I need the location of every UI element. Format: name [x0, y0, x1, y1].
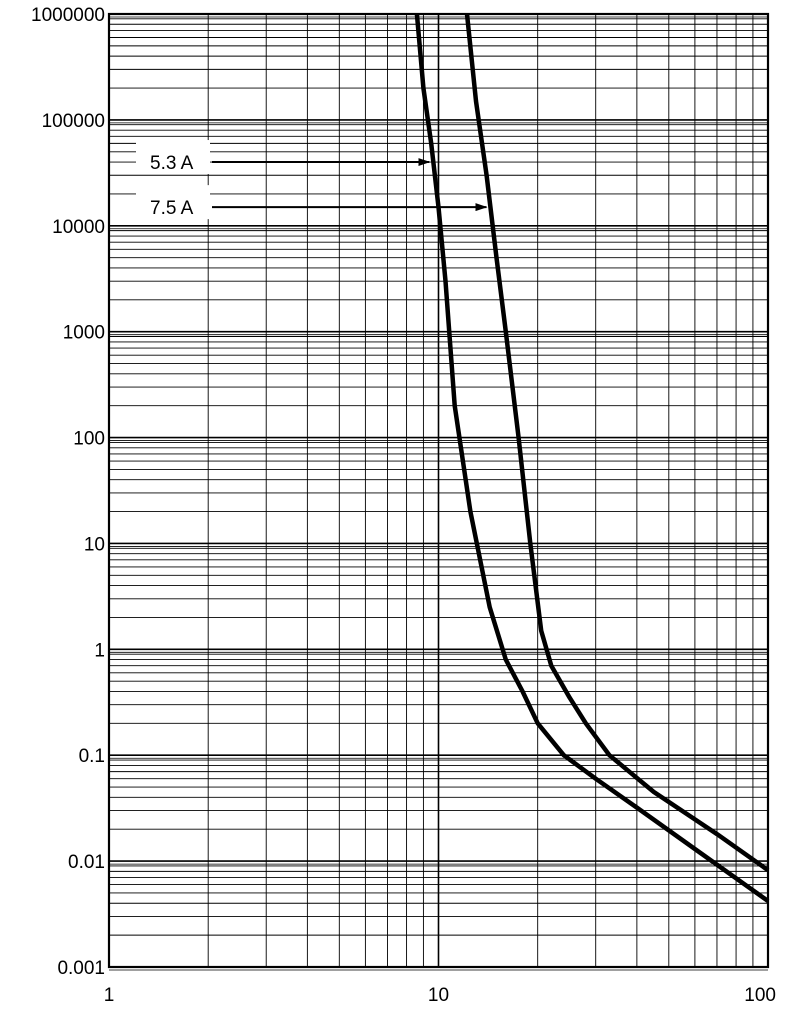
y-tick-label: 0.001: [57, 958, 105, 979]
y-tick-label: 0.1: [79, 746, 105, 767]
y-tick-label: 1: [94, 640, 105, 661]
x-tick-label: 1: [104, 985, 115, 1006]
plot-border: [107, 12, 770, 969]
y-tick-label: 1000: [63, 323, 105, 344]
callout-label: 5.3 A: [150, 153, 194, 174]
callout-annotations: 5.3 A 7.5 A: [136, 140, 488, 220]
x-tick-label: 10: [428, 985, 449, 1006]
y-tick-label: 100000: [42, 111, 105, 132]
x-tick-label: 100: [744, 985, 776, 1006]
series-curve-5-3-a: [414, 13, 770, 903]
y-tick-label: 1000000: [31, 5, 105, 26]
y-tick-label: 10: [84, 534, 105, 555]
chart-grid: [107, 12, 770, 971]
callout-label-background: [136, 185, 210, 220]
series-curve-7-5-a: [464, 13, 770, 873]
callout-label-background: [136, 140, 210, 175]
callout-label: 7.5 A: [150, 198, 194, 219]
y-tick-label: 100: [73, 429, 105, 450]
y-tick-label: 10000: [52, 217, 105, 238]
tick-labels: 1000000 100000 10000 1000 100 10 1 0.1 0.01 0.001…: [31, 5, 776, 1006]
series-group: [414, 13, 770, 903]
y-tick-label: 0.01: [68, 852, 105, 873]
